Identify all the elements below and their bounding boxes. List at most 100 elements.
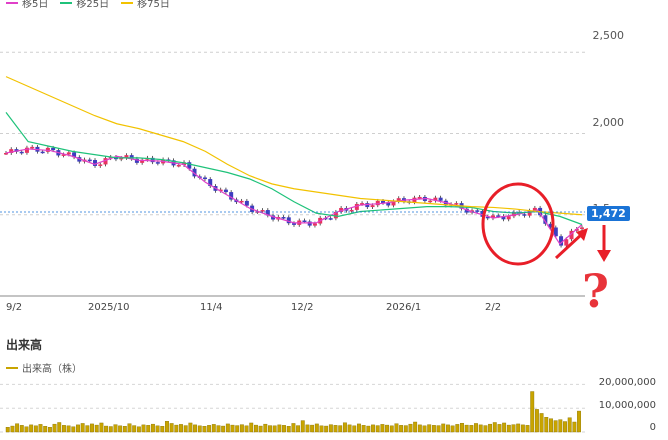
volume-bar [249, 422, 254, 433]
volume-bar [534, 409, 539, 433]
candlestick [543, 213, 548, 226]
volume-bars [0, 383, 585, 433]
volume-bar [90, 423, 94, 433]
candlestick [202, 175, 207, 182]
candlestick [87, 157, 92, 162]
volume-bar [403, 425, 408, 433]
volume-bar [80, 423, 85, 433]
candlestick [286, 215, 291, 226]
volume-bar [291, 423, 296, 433]
volume-tick-label: 0 [649, 422, 656, 433]
legend-ma75: 移75日 [121, 0, 170, 10]
volume-bar [71, 426, 76, 433]
candlestick [93, 158, 98, 168]
candlestick [464, 206, 469, 215]
volume-bar [277, 424, 282, 433]
volume-bar [286, 426, 291, 433]
up-arrow-annotation [554, 228, 588, 260]
x-tick-label: 2/2 [485, 302, 502, 313]
volume-bar [577, 410, 582, 433]
volume-bar [108, 426, 113, 433]
candlestick [292, 221, 296, 227]
current-price-badge: 1,472 [587, 206, 630, 221]
candlestick [9, 147, 14, 155]
volume-bar [165, 421, 169, 433]
volume-tick-label: 10,000,000 [598, 400, 656, 411]
volume-bar [549, 418, 553, 433]
volume-bar [328, 424, 333, 433]
volume-bar [474, 423, 478, 433]
candlestick [61, 152, 66, 158]
candlestick [271, 213, 276, 222]
candlestick [229, 190, 234, 202]
candlestick [307, 219, 312, 228]
volume-bar [544, 417, 549, 433]
volume-bar [530, 391, 535, 433]
volume-bar [43, 426, 48, 433]
legend-ma5-label: 移5日 [22, 0, 49, 10]
volume-bar [413, 421, 418, 433]
volume-bar [38, 424, 43, 433]
volume-bar [52, 423, 57, 433]
volume-bar [94, 424, 99, 433]
candlestick [192, 166, 197, 179]
volume-legend-label: 出来高（株） [22, 364, 82, 375]
volume-bar [305, 424, 310, 433]
volume-bar [225, 423, 230, 433]
candlestick [511, 210, 516, 219]
volume-bar [193, 424, 198, 433]
volume-bar [230, 424, 235, 433]
candlestick [433, 195, 438, 203]
volume-bar [221, 425, 226, 433]
volume-bar [66, 425, 71, 433]
volume-bar [268, 425, 272, 433]
candlestick [580, 225, 584, 231]
volume-tick-label: 20,000,000 [598, 377, 656, 388]
candlestick [281, 215, 286, 220]
volume-bar [216, 425, 221, 433]
volume-bar [33, 425, 38, 433]
volume-section-title: 出来高 [6, 338, 43, 352]
volume-bar [427, 424, 432, 433]
down-arrow-annotation [597, 225, 611, 262]
candlestick [559, 234, 564, 248]
volume-bar [357, 423, 361, 433]
volume-bar [5, 427, 10, 433]
volume-bar [506, 424, 511, 433]
volume-bar [300, 420, 305, 433]
volume-bar [553, 420, 558, 433]
volume-bar [169, 423, 174, 433]
candlestick [140, 157, 145, 165]
price-gridlines [0, 51, 585, 297]
volume-bar [155, 425, 160, 433]
candlestick [333, 209, 338, 221]
candlesticks [4, 144, 584, 248]
volume-bar [183, 425, 188, 433]
volume-bar [342, 422, 347, 433]
candlestick [223, 187, 228, 195]
volume-legend: 出来高（株） [6, 360, 82, 375]
volume-bar [61, 425, 66, 433]
volume-bar [244, 425, 249, 433]
volume-bar [563, 421, 567, 433]
candlestick [349, 207, 354, 213]
candlestick [548, 221, 553, 230]
x-tick-label: 11/4 [200, 302, 223, 313]
volume-bar [371, 424, 375, 433]
volume-bar [47, 427, 52, 433]
volume-bar [338, 425, 343, 433]
highlight-circle [481, 182, 555, 266]
legend-ma25-label: 移25日 [76, 0, 110, 10]
volume-bar [160, 426, 165, 433]
volume-bar [567, 417, 572, 433]
volume-bar [202, 426, 207, 433]
volume-bar [572, 421, 577, 433]
ma-line-5 [5, 148, 583, 245]
candlestick [124, 153, 129, 160]
volume-bar [19, 425, 24, 433]
volume-bar [324, 425, 329, 433]
volume-bar [417, 424, 422, 433]
volume-bar [389, 425, 394, 433]
candlestick [396, 196, 401, 204]
